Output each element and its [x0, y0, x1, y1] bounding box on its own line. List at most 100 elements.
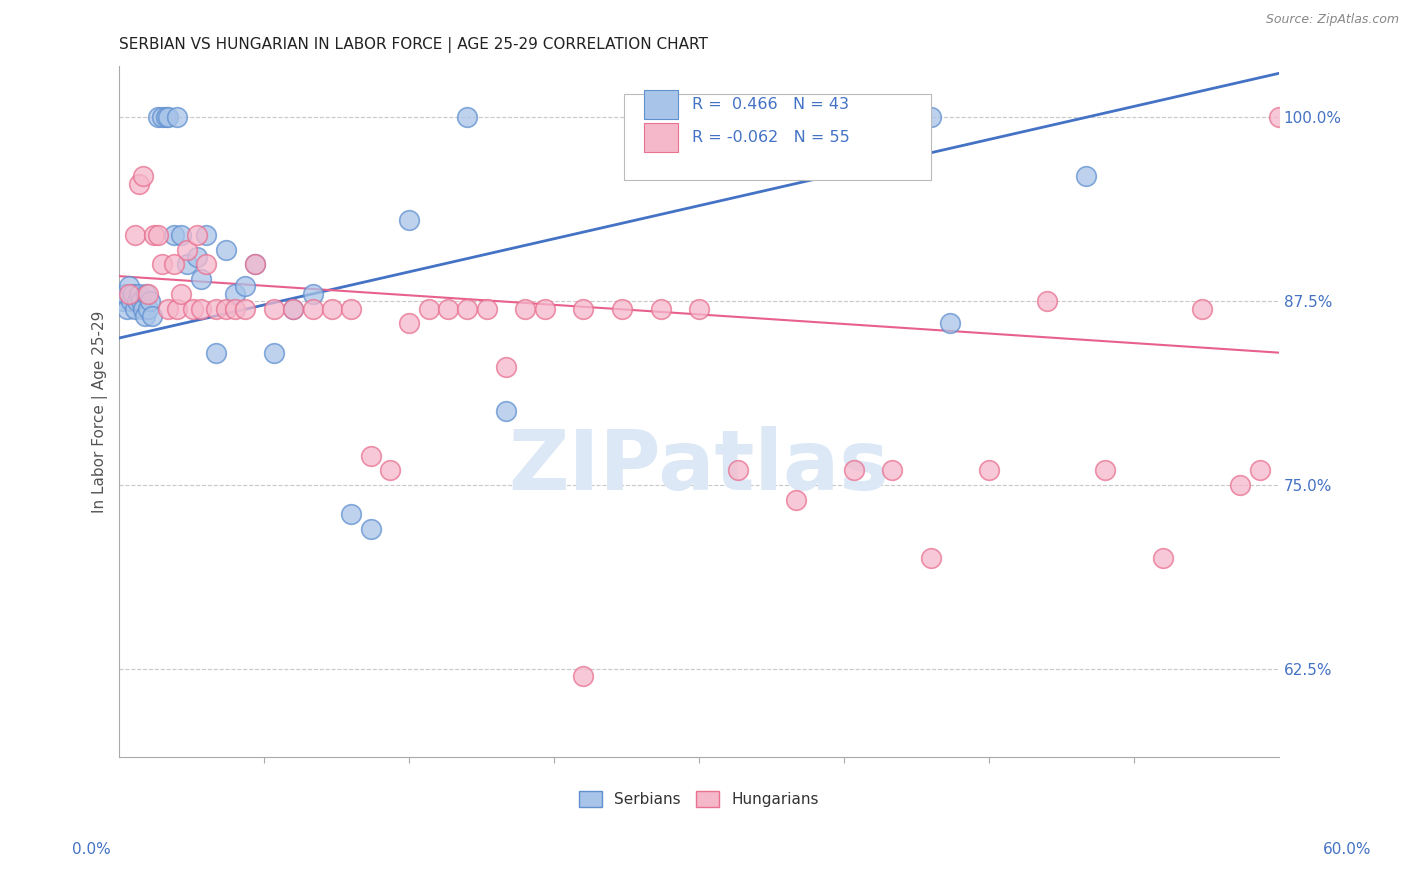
- Point: [1249, 463, 1271, 477]
- Point: [205, 345, 228, 359]
- Point: [398, 213, 420, 227]
- Point: [186, 250, 208, 264]
- Point: [321, 301, 343, 316]
- Point: [263, 301, 285, 316]
- Point: [115, 301, 138, 316]
- Point: [283, 301, 305, 316]
- Point: [882, 463, 904, 477]
- Point: [146, 111, 169, 125]
- Point: [495, 404, 517, 418]
- Point: [920, 111, 942, 125]
- Point: [360, 449, 382, 463]
- Point: [150, 111, 173, 125]
- Point: [215, 243, 238, 257]
- Point: [1191, 301, 1213, 316]
- Point: [340, 301, 363, 316]
- Point: [398, 316, 420, 330]
- Text: R =  0.466   N = 43: R = 0.466 N = 43: [692, 97, 849, 112]
- Point: [118, 279, 141, 293]
- Legend: Serbians, Hungarians: Serbians, Hungarians: [572, 784, 827, 815]
- Point: [456, 301, 478, 316]
- Point: [112, 294, 135, 309]
- Point: [156, 111, 179, 125]
- Point: [456, 111, 478, 125]
- Point: [727, 463, 749, 477]
- Point: [378, 463, 401, 477]
- Point: [301, 301, 323, 316]
- Point: [205, 301, 228, 316]
- Text: 60.0%: 60.0%: [1323, 842, 1371, 856]
- Point: [533, 301, 555, 316]
- Point: [118, 286, 141, 301]
- Point: [842, 463, 865, 477]
- Point: [155, 111, 177, 125]
- Text: ZIPatlas: ZIPatlas: [509, 426, 890, 508]
- Point: [301, 286, 323, 301]
- Point: [176, 243, 198, 257]
- Point: [186, 227, 208, 242]
- Point: [233, 301, 256, 316]
- Point: [785, 492, 807, 507]
- Point: [233, 279, 256, 293]
- Point: [939, 316, 962, 330]
- Point: [120, 294, 142, 309]
- Point: [166, 301, 188, 316]
- Point: [125, 294, 148, 309]
- Point: [128, 177, 150, 191]
- Point: [170, 286, 193, 301]
- Point: [131, 301, 153, 316]
- Point: [143, 227, 166, 242]
- Point: [190, 301, 212, 316]
- Point: [141, 309, 163, 323]
- Point: [515, 301, 537, 316]
- Point: [146, 227, 169, 242]
- Text: 0.0%: 0.0%: [72, 842, 111, 856]
- Point: [166, 111, 188, 125]
- Y-axis label: In Labor Force | Age 25-29: In Labor Force | Age 25-29: [93, 310, 108, 513]
- Bar: [644, 123, 678, 153]
- Point: [1094, 463, 1116, 477]
- Point: [610, 301, 633, 316]
- Point: [190, 272, 212, 286]
- Point: [1036, 294, 1059, 309]
- Point: [977, 463, 1000, 477]
- Point: [139, 294, 162, 309]
- Point: [156, 301, 179, 316]
- Point: [572, 669, 595, 683]
- Point: [283, 301, 305, 316]
- Point: [243, 257, 266, 271]
- Point: [215, 301, 238, 316]
- Point: [224, 301, 246, 316]
- Point: [138, 286, 160, 301]
- Bar: [644, 90, 678, 120]
- Text: Source: ZipAtlas.com: Source: ZipAtlas.com: [1265, 13, 1399, 27]
- Point: [418, 301, 440, 316]
- Point: [920, 551, 942, 566]
- Point: [243, 257, 266, 271]
- Point: [1268, 111, 1291, 125]
- Point: [224, 286, 246, 301]
- Text: SERBIAN VS HUNGARIAN IN LABOR FORCE | AGE 25-29 CORRELATION CHART: SERBIAN VS HUNGARIAN IN LABOR FORCE | AG…: [120, 37, 709, 54]
- Point: [572, 301, 595, 316]
- Point: [475, 301, 498, 316]
- Point: [138, 301, 160, 316]
- Point: [114, 286, 136, 301]
- Point: [263, 345, 285, 359]
- Point: [340, 508, 363, 522]
- Point: [1074, 169, 1097, 184]
- Point: [129, 294, 152, 309]
- Point: [162, 227, 184, 242]
- Point: [688, 301, 710, 316]
- Point: [150, 257, 173, 271]
- Point: [495, 360, 517, 375]
- Point: [162, 257, 184, 271]
- Point: [134, 309, 156, 323]
- Point: [181, 301, 204, 316]
- Point: [131, 169, 153, 184]
- Point: [124, 227, 146, 242]
- Point: [195, 227, 218, 242]
- FancyBboxPatch shape: [624, 94, 931, 180]
- Point: [176, 257, 198, 271]
- Point: [437, 301, 460, 316]
- Point: [1152, 551, 1174, 566]
